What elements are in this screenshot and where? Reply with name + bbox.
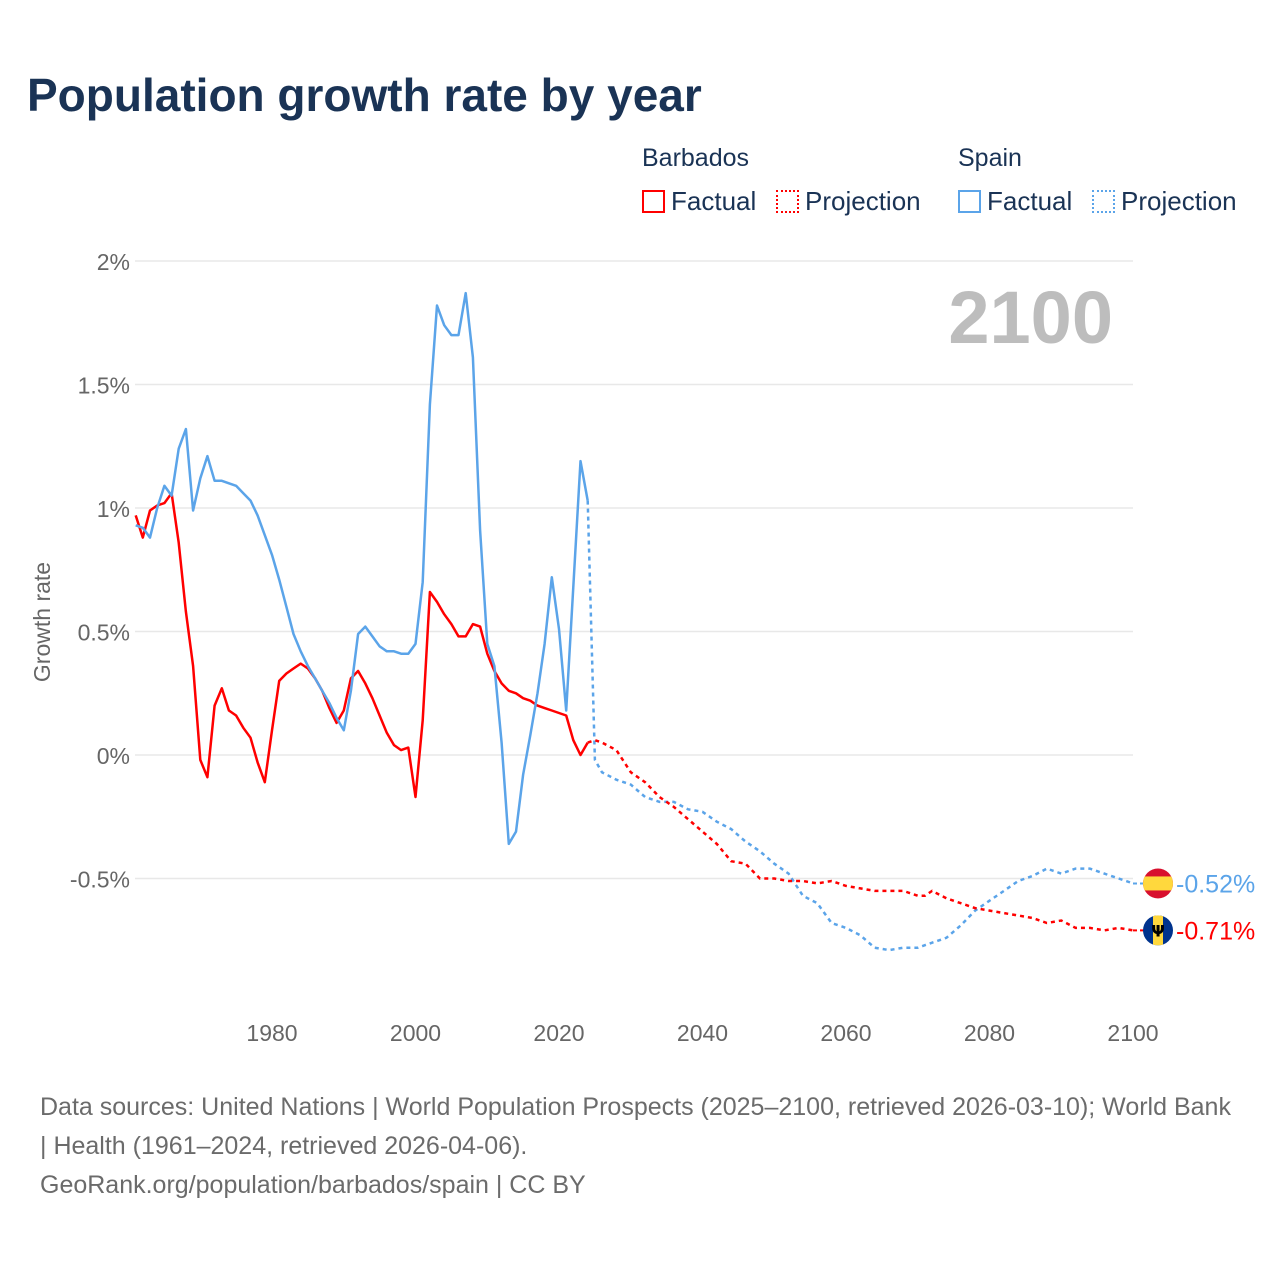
current-year-watermark: 2100	[948, 276, 1113, 359]
legend-label: Factual	[987, 186, 1073, 216]
svg-text:Ψ: Ψ	[1151, 921, 1165, 940]
x-tick-label: 2000	[390, 1020, 441, 1046]
legend-swatch-solid	[958, 190, 981, 213]
data-sources: Data sources: United Nations | World Pop…	[40, 1093, 1231, 1160]
spain-factual-line	[135, 291, 589, 846]
legend-swatch-solid	[642, 190, 665, 213]
x-tick-label: 2080	[964, 1020, 1015, 1046]
y-tick-label: 0.5%	[78, 620, 130, 646]
barbados-projection-line	[587, 738, 1134, 932]
legend-spain-factual[interactable]: Factual	[958, 186, 1072, 217]
chart-title: Population growth rate by year	[27, 69, 702, 121]
line-chart: 2% 1.5% 1% 0.5% 0% -0.5% 1980 2000 2020 2040 2060 2…	[29, 249, 1255, 1046]
x-tick-label: 2020	[533, 1020, 584, 1046]
legend-swatch-dotted	[776, 190, 799, 213]
footer: Data sources: United Nations | World Pop…	[40, 1088, 1240, 1205]
spain-projection-line	[586, 500, 1134, 952]
spain-end-value: -0.52%	[1176, 870, 1255, 898]
legend-barbados-projection[interactable]: Projection	[776, 186, 921, 217]
y-tick-label: 0%	[97, 743, 130, 769]
spain-flag-icon	[1143, 868, 1173, 899]
y-tick-label: -0.5%	[70, 867, 130, 893]
x-tick-label: 2100	[1107, 1020, 1158, 1046]
barbados-factual-line	[134, 491, 589, 799]
barbados-flag-icon: Ψ	[1143, 915, 1173, 946]
y-tick-label: 2%	[97, 249, 130, 275]
credit-link[interactable]: GeoRank.org/population/barbados/spain | …	[40, 1171, 586, 1199]
x-tick-label: 1980	[246, 1020, 297, 1046]
legend-label: Projection	[1121, 186, 1237, 216]
legend-label: Projection	[805, 186, 921, 216]
barbados-end-value: -0.71%	[1176, 917, 1255, 945]
y-tick-label: 1.5%	[78, 373, 130, 399]
y-axis-label: Growth rate	[29, 562, 55, 682]
x-tick-label: 2060	[820, 1020, 871, 1046]
y-tick-label: 1%	[97, 496, 130, 522]
legend-spain-projection[interactable]: Projection	[1092, 186, 1237, 217]
x-tick-label: 2040	[677, 1020, 728, 1046]
legend-barbados-factual[interactable]: Factual	[642, 186, 756, 217]
legend-country-barbados: Barbados	[642, 144, 750, 172]
legend-label: Factual	[671, 186, 757, 216]
legend-swatch-dotted	[1092, 190, 1115, 213]
legend-country-spain: Spain	[958, 144, 1022, 172]
